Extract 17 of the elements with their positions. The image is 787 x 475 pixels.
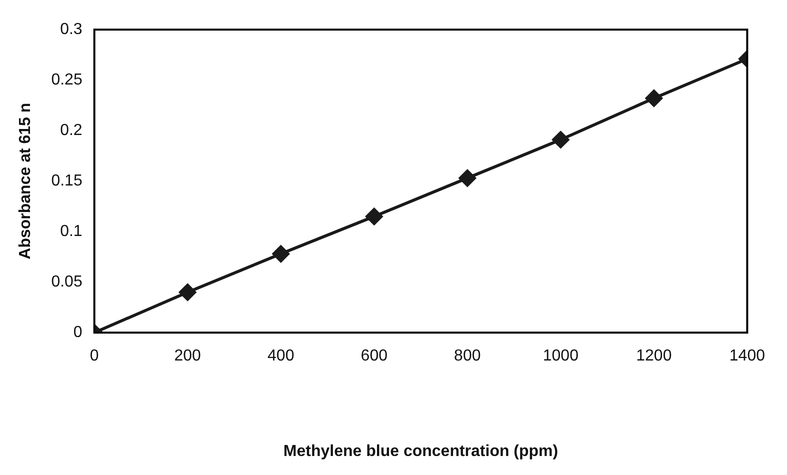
y-tick-label: 0.3 — [60, 21, 82, 38]
y-tick-label: 0.25 — [51, 72, 82, 89]
x-tick-label: 1000 — [542, 348, 579, 365]
x-tick-label: 1400 — [729, 348, 766, 365]
x-tick-label: 400 — [268, 348, 294, 365]
y-tick-label: 0 — [73, 324, 82, 342]
x-tick-label: 600 — [360, 348, 388, 365]
y-tick-label: 0.05 — [51, 274, 82, 291]
x-axis-title: Methylene blue concentration (ppm) — [283, 442, 558, 460]
y-tick-label: 0.1 — [60, 223, 82, 240]
x-tick-label: 200 — [174, 348, 202, 365]
x-tick-label: 800 — [454, 348, 481, 365]
x-tick-label: 0 — [90, 348, 99, 365]
x-tick-label: 1200 — [636, 348, 672, 365]
y-axis-title: Absorbance at 615 n — [17, 102, 34, 260]
y-tick-label: 0.15 — [51, 172, 82, 190]
y-tick-label: 0.2 — [60, 122, 82, 140]
